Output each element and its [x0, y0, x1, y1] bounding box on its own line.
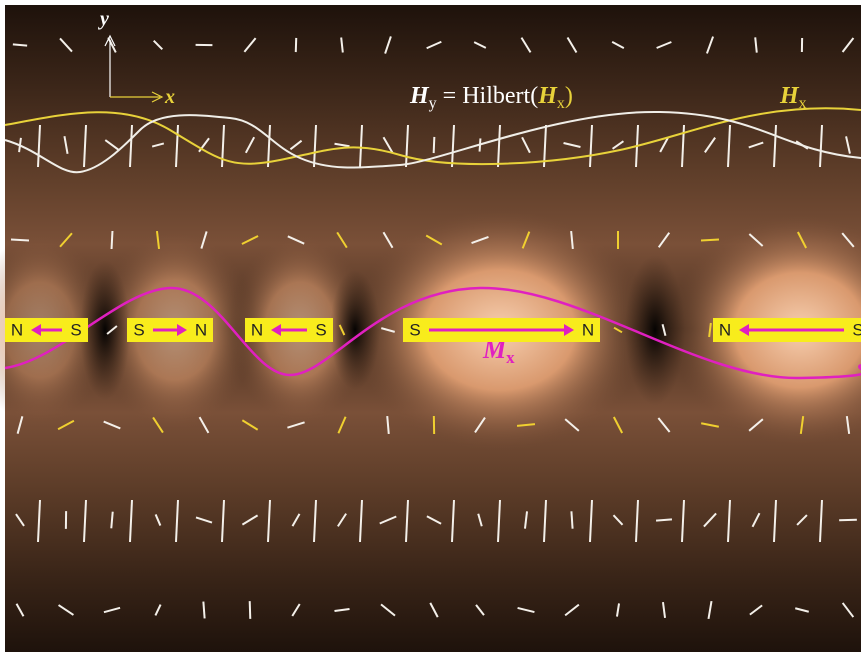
field-arrow: [112, 231, 113, 249]
subscript: y: [429, 95, 437, 112]
magnet-pole: N: [582, 320, 594, 339]
magnet-pole: S: [315, 320, 326, 339]
figure: y x Hy = Hilbert(Hx) Hx Mx NSSNNSSNNS: [0, 0, 861, 657]
magnet-pole: S: [852, 320, 861, 339]
field-arrow: [571, 511, 572, 528]
field-arrow: [701, 240, 719, 241]
magnet-pole: S: [409, 320, 420, 339]
subscript: x: [799, 95, 807, 112]
magnet-pole: N: [251, 320, 263, 339]
subscript: x: [557, 95, 565, 112]
field-arrow: [434, 137, 435, 153]
magnet-pole: S: [70, 320, 81, 339]
magnet-pole: S: [133, 320, 144, 339]
field-arrow: [203, 602, 204, 619]
field-arrow: [656, 519, 672, 520]
dark-spot: [330, 270, 380, 390]
symbol: H: [779, 83, 800, 109]
subscript: x: [506, 348, 515, 367]
magnet-pole: N: [195, 320, 207, 339]
text: ): [565, 83, 573, 109]
field-arrow: [13, 44, 27, 45]
magnet-pole: N: [11, 320, 23, 339]
x-axis-label: x: [164, 86, 175, 108]
magnet-pole: N: [719, 320, 731, 339]
symbol: H: [409, 83, 430, 109]
symbol: H: [537, 83, 558, 109]
field-arrow: [250, 601, 251, 619]
y-axis-label: y: [98, 8, 109, 30]
text: = Hilbert(: [437, 83, 539, 109]
field-arrow: [11, 240, 29, 241]
